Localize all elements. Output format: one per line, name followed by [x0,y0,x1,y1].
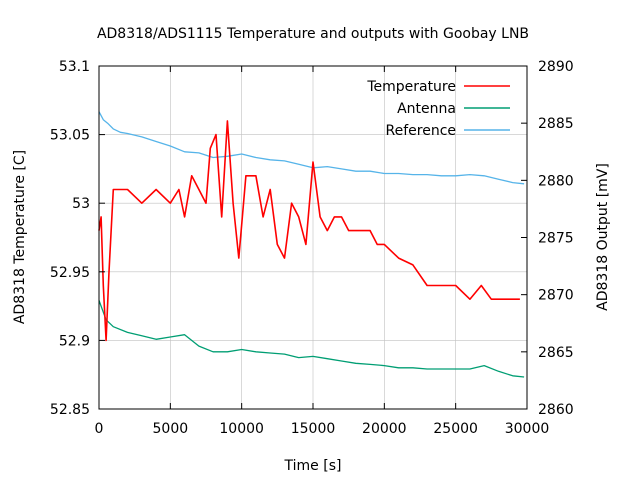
axis-ticks: 0 5000 10000 15000 20000 25000 3000052.8552.95… [50,59,574,437]
x-tick-label: 20000 [362,421,407,437]
legend-label-antenna: Antenna [397,101,456,117]
y-tick-label: 52.95 [50,265,90,281]
y2-tick-label: 2870 [538,288,574,304]
series-line-temperature [98,120,520,342]
legend-label-reference: Reference [386,123,457,139]
grid [99,66,527,409]
y-tick-label: 53.05 [50,128,90,144]
x-tick-label: 25000 [433,421,478,437]
x-tick-label: 15000 [291,421,336,437]
y2-tick-label: 2860 [538,402,574,418]
y2-tick-label: 2880 [538,173,574,189]
y-tick-label: 52.85 [50,402,90,418]
y2-axis-label: AD8318 Output [mV] [595,163,611,311]
x-axis-label: Time [s] [284,458,342,474]
y-axis-label: AD8318 Temperature [C] [12,150,28,324]
series-layer [98,111,525,378]
x-tick-label: 5000 [153,421,189,437]
x-tick-label: 30000 [505,421,550,437]
series-line-antenna [98,300,525,378]
y-tick-label: 53 [72,196,90,212]
legend-label-temperature: Temperature [366,79,456,95]
series-line-reference [98,111,525,185]
y2-tick-label: 2865 [538,345,574,361]
y-tick-label: 53.1 [59,59,90,75]
y-tick-label: 52.9 [59,333,90,349]
chart-title: AD8318/ADS1115 Temperature and outputs w… [97,26,529,42]
x-tick-label: 10000 [219,421,264,437]
y2-tick-label: 2875 [538,231,574,247]
x-tick-label: 0 [95,421,104,437]
y2-tick-label: 2885 [538,116,574,132]
y2-tick-label: 2890 [538,59,574,75]
legend: Temperature Antenna Reference [366,79,510,139]
